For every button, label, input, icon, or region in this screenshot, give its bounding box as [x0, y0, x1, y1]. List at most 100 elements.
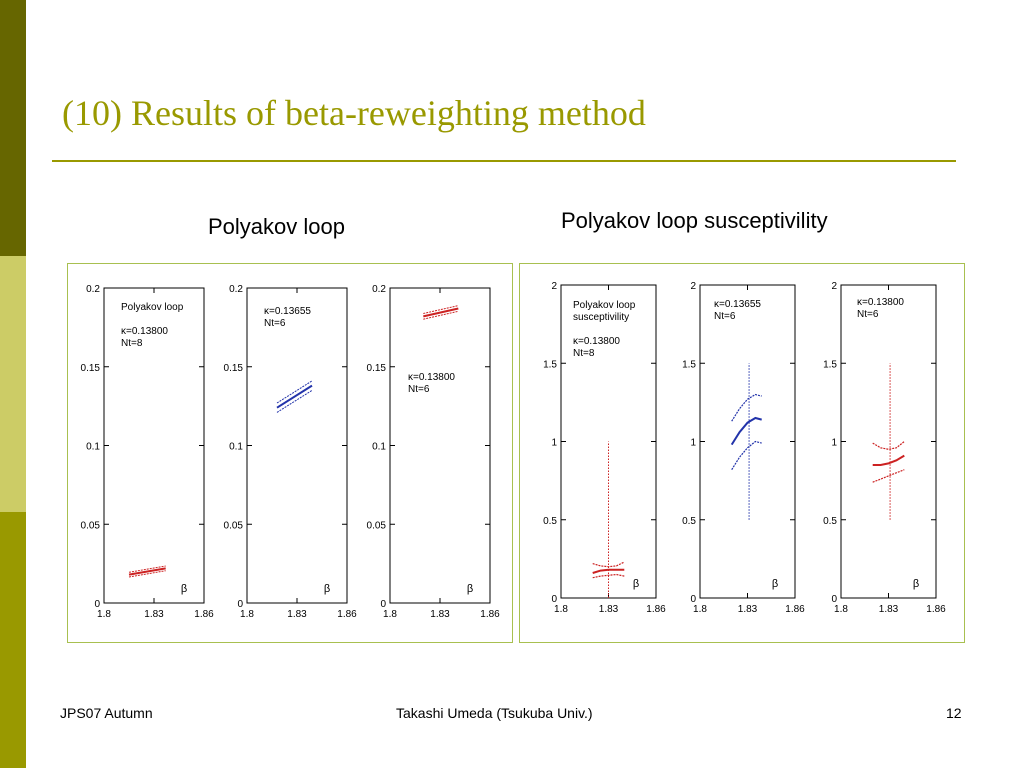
x-tick-label: 1.86 [926, 604, 946, 615]
x-axis-label: β [772, 578, 778, 590]
y-tick-label: 1 [690, 438, 696, 449]
plot-annotation: Polyakov loop [121, 302, 184, 313]
error-band-lower [276, 389, 313, 413]
footer-event: JPS07 Autumn [60, 705, 153, 721]
polyakov-loop-figure-frame [67, 263, 513, 643]
title-underline [52, 160, 956, 162]
y-tick-label: 2 [831, 281, 837, 292]
error-band-upper [731, 393, 762, 422]
plot-axes-box [389, 287, 491, 604]
x-axis-label: β [633, 578, 639, 590]
x-tick-label: 1.8 [554, 604, 568, 615]
plot-annotation: κ=0.13800 [121, 326, 168, 337]
x-tick-label: 1.83 [287, 609, 307, 620]
y-tick-label: 2 [551, 281, 557, 292]
plot-axes-box [246, 287, 348, 604]
susceptibility-heading: Polyakov loop susceptivility [561, 208, 828, 233]
side-band-bottom [0, 512, 26, 768]
side-band-middle [0, 256, 26, 512]
x-tick-label: 1.83 [430, 609, 450, 620]
plot-4: 0 0.5 1 1.5 2 1.8 1.83 1.86 β Polyakov loopsuscep… [543, 281, 666, 615]
x-tick-label: 1.83 [144, 609, 164, 620]
x-tick-label: 1.8 [240, 609, 254, 620]
plot-annotation: κ=0.13800 [408, 372, 455, 383]
y-tick-label: 1 [831, 438, 837, 449]
x-tick-label: 1.86 [785, 604, 805, 615]
error-band-upper [128, 565, 166, 573]
x-tick-label: 1.8 [383, 609, 397, 620]
x-axis-label: β [181, 583, 187, 595]
plot-annotation: κ=0.13800 [857, 297, 904, 308]
y-tick-label: 0 [237, 599, 243, 610]
y-tick-label: 0 [551, 594, 557, 605]
y-tick-label: 0.1 [229, 442, 243, 453]
plot-annotation: Nt=6 [408, 384, 430, 395]
plot-annotation: Nt=6 [264, 318, 286, 329]
plot-1: 0 0.05 0.1 0.15 0.2 1.8 1.83 1.86 β Polyakov loop… [81, 284, 215, 620]
data-curve [872, 454, 905, 466]
y-tick-label: 0 [690, 594, 696, 605]
plot-annotation: κ=0.13655 [264, 306, 311, 317]
y-tick-label: 1.5 [682, 359, 696, 370]
error-band-upper [592, 561, 625, 568]
y-tick-label: 0.5 [543, 516, 557, 527]
y-tick-label: 0.5 [823, 516, 837, 527]
slide-title: (10) Results of beta-reweighting method [62, 93, 646, 133]
y-tick-label: 0.2 [372, 284, 386, 295]
polyakov-loop-heading: Polyakov loop [208, 214, 345, 239]
plot-annotation: Nt=8 [121, 338, 143, 349]
plot-annotation: κ=0.13655 [714, 299, 761, 310]
y-tick-label: 0.1 [86, 442, 100, 453]
plot-annotation: Nt=6 [857, 309, 879, 320]
x-tick-label: 1.86 [480, 609, 500, 620]
x-tick-label: 1.83 [599, 604, 619, 615]
x-tick-label: 1.8 [693, 604, 707, 615]
x-tick-label: 1.83 [738, 604, 758, 615]
error-band-lower [872, 469, 905, 483]
plot-annotation: κ=0.13800 [573, 336, 620, 347]
page-number: 12 [946, 705, 962, 721]
x-tick-label: 1.8 [834, 604, 848, 615]
plot-annotation: Nt=8 [573, 348, 595, 359]
susceptibility-figure-frame [519, 263, 965, 643]
y-tick-label: 2 [690, 281, 696, 292]
x-tick-label: 1.8 [97, 609, 111, 620]
y-tick-label: 0.2 [229, 284, 243, 295]
x-tick-label: 1.83 [879, 604, 899, 615]
y-tick-label: 0.05 [367, 520, 387, 531]
x-axis-label: β [324, 583, 330, 595]
error-band-lower [592, 573, 625, 579]
side-band-top [0, 0, 26, 256]
data-curve [730, 416, 762, 446]
y-tick-label: 0 [380, 599, 386, 610]
data-curve [592, 568, 625, 574]
y-tick-label: 0.1 [372, 442, 386, 453]
data-curve [276, 384, 313, 409]
error-band-lower [731, 440, 762, 471]
y-tick-label: 1.5 [823, 359, 837, 370]
x-tick-label: 1.86 [646, 604, 666, 615]
plot-axes-box [699, 284, 796, 599]
error-band-upper [872, 441, 905, 450]
data-curve [128, 567, 166, 576]
y-tick-label: 0.15 [224, 363, 244, 374]
footer-author: Takashi Umeda (Tsukuba Univ.) [396, 705, 593, 721]
error-band-upper [276, 380, 313, 404]
x-tick-label: 1.86 [337, 609, 357, 620]
y-tick-label: 0 [94, 599, 100, 610]
y-tick-label: 0.2 [86, 284, 100, 295]
y-tick-label: 0.15 [367, 363, 387, 374]
y-tick-label: 0.5 [682, 516, 696, 527]
y-tick-label: 0.15 [81, 363, 101, 374]
plot-axes-box [840, 284, 937, 599]
y-tick-label: 0.05 [224, 520, 244, 531]
x-tick-label: 1.86 [194, 609, 214, 620]
y-tick-label: 0 [831, 594, 837, 605]
plot-annotation: Nt=6 [714, 311, 736, 322]
y-tick-label: 1 [551, 438, 557, 449]
